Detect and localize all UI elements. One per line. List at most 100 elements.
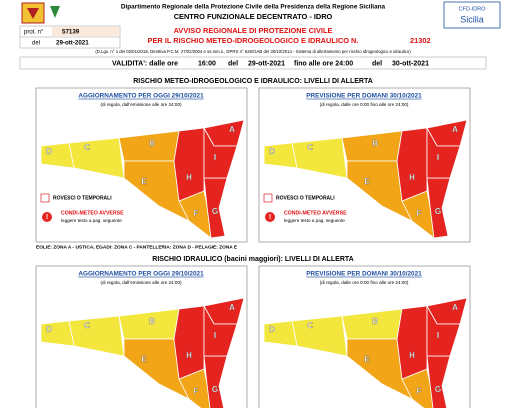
notice-title: AVVISO REGIONALE DI PROTEZIONE CIVILE bbox=[174, 26, 333, 35]
zone-area bbox=[203, 126, 238, 179]
alert-panel: AGGIORNAMENTO PER OGGI 29/10/2021 (di reg… bbox=[35, 87, 248, 243]
panel-title: PREVISIONE PER DOMANI 30/10/2021 bbox=[306, 271, 422, 278]
storm-icon bbox=[40, 193, 50, 203]
sicily-map: A B C D E F G H I bbox=[263, 119, 468, 239]
zone-label: F bbox=[417, 387, 422, 396]
legend-adverse: CONDI-METEO AVVERSE bbox=[61, 210, 124, 216]
validity-to-label: del bbox=[372, 60, 382, 67]
legend-adverse-note: leggere testo a pag. seguente bbox=[284, 218, 345, 223]
logo-region: Sicilia bbox=[460, 14, 484, 24]
zone-label: H bbox=[409, 173, 415, 182]
zone-label: F bbox=[194, 387, 199, 396]
validity-from-label: del bbox=[228, 60, 238, 67]
logo-text: CFD-IDRO bbox=[459, 6, 487, 12]
section-title: RISCHIO IDRAULICO (bacini maggiori): LIV… bbox=[152, 256, 353, 263]
zone-label: G bbox=[212, 207, 218, 216]
adverse-icon bbox=[265, 212, 275, 222]
zone-label: B bbox=[149, 317, 155, 326]
zone-area bbox=[40, 142, 75, 169]
zone-label: E bbox=[141, 177, 147, 186]
zone-label: E bbox=[364, 177, 370, 186]
panel-subtitle: (di regola, dall'emissione alle ore 24:0… bbox=[100, 280, 182, 285]
validity-from-time: 16:00 bbox=[198, 60, 216, 67]
zone-area bbox=[426, 304, 461, 357]
zone-label: G bbox=[435, 385, 441, 394]
alert-panel: PREVISIONE PER DOMANI 30/10/2021 (di rego… bbox=[258, 87, 471, 243]
zone-label: E bbox=[364, 355, 370, 364]
zone-label: A bbox=[229, 303, 235, 312]
zone-area bbox=[40, 320, 75, 347]
zone-label: B bbox=[372, 317, 378, 326]
zone-label: A bbox=[452, 303, 458, 312]
date-label: del bbox=[32, 41, 40, 47]
alert-panel: PREVISIONE PER DOMANI 30/10/2021 (di rego… bbox=[258, 265, 471, 408]
zone-label: C bbox=[84, 143, 90, 152]
zone-label: D bbox=[46, 147, 52, 156]
zone-label: I bbox=[214, 331, 216, 340]
zone-area bbox=[263, 320, 298, 347]
adverse-icon bbox=[42, 212, 52, 222]
storm-icon bbox=[263, 193, 273, 203]
zone-label: H bbox=[409, 351, 415, 360]
zone-label: I bbox=[214, 153, 216, 162]
legend-storms: ROVESCI O TEMPORALI bbox=[53, 195, 112, 201]
zone-label: E bbox=[141, 355, 147, 364]
institution: Dipartimento Regionale della Protezione … bbox=[121, 4, 386, 11]
zone-label: I bbox=[437, 331, 439, 340]
alert-panel: AGGIORNAMENTO PER OGGI 29/10/2021 (di reg… bbox=[35, 265, 248, 408]
validity-to-date: 30-ott-2021 bbox=[392, 60, 429, 67]
islands-note: EOLIE: ZONA A - USTICA, EGADI: ZONA C - … bbox=[36, 244, 238, 250]
cfd-logo: CFD-IDRO Sicilia bbox=[443, 1, 501, 29]
zone-label: D bbox=[269, 325, 275, 334]
zone-area bbox=[263, 142, 298, 169]
protocol-date: 29-ott-2021 bbox=[56, 40, 89, 47]
notice-subtitle: PER IL RISCHIO METEO-IDROGEOLOGICO E IDR… bbox=[148, 36, 359, 45]
zone-label: D bbox=[46, 325, 52, 334]
sicily-map: A B C D E F G H I bbox=[40, 119, 245, 239]
zone-label: F bbox=[194, 209, 199, 218]
zone-label: C bbox=[307, 143, 313, 152]
zone-label: B bbox=[149, 139, 155, 148]
region-logo bbox=[21, 2, 60, 24]
zone-label: A bbox=[452, 125, 458, 134]
zone-area bbox=[396, 305, 428, 380]
zone-label: G bbox=[435, 207, 441, 216]
zone-label: C bbox=[84, 321, 90, 330]
panel-title: PREVISIONE PER DOMANI 30/10/2021 bbox=[306, 93, 422, 100]
protocol-label: prot. n° bbox=[24, 30, 44, 36]
zone-label: G bbox=[212, 385, 218, 394]
panel-subtitle: (di regola, dalle ore 0:00 fino alle ore… bbox=[320, 280, 409, 285]
zone-label: D bbox=[269, 147, 275, 156]
validity-from-date: 29-ott-2021 bbox=[248, 60, 285, 67]
section-title: RISCHIO METEO-IDROGEOLOGICO E IDRAULICO:… bbox=[133, 78, 373, 85]
notice-number: 21302 bbox=[410, 36, 431, 45]
zone-area bbox=[426, 126, 461, 179]
zone-area bbox=[173, 305, 205, 380]
legend-adverse-note: leggere testo a pag. seguente bbox=[61, 218, 122, 223]
validity-box bbox=[19, 56, 487, 70]
validity-until: fino alle ore 24:00 bbox=[294, 60, 353, 67]
legend-storms: ROVESCI O TEMPORALI bbox=[276, 195, 335, 201]
zone-label: B bbox=[372, 139, 378, 148]
zone-label: I bbox=[437, 153, 439, 162]
panel-title: AGGIORNAMENTO PER OGGI 29/10/2021 bbox=[78, 93, 204, 100]
zone-area bbox=[173, 127, 205, 202]
legend-adverse: CONDI-METEO AVVERSE bbox=[284, 210, 347, 216]
zone-area bbox=[396, 127, 428, 202]
zone-label: C bbox=[307, 321, 313, 330]
centre: CENTRO FUNZIONALE DECENTRATO - IDRO bbox=[174, 12, 333, 21]
zone-label: A bbox=[229, 125, 235, 134]
panel-subtitle: (di regola, dall'emissione alle ore 24:0… bbox=[100, 102, 182, 107]
panel-subtitle: (di regola, dalle ore 0:00 fino alle ore… bbox=[320, 102, 409, 107]
sicily-map: A B C D E F G H I bbox=[263, 297, 468, 408]
adverse-mark: ! bbox=[269, 214, 271, 221]
zone-label: H bbox=[186, 173, 192, 182]
zone-area bbox=[203, 304, 238, 357]
panel-title: AGGIORNAMENTO PER OGGI 29/10/2021 bbox=[78, 271, 204, 278]
sicily-map: A B C D E F G H I bbox=[40, 297, 245, 408]
zone-label: F bbox=[417, 209, 422, 218]
zone-label: H bbox=[186, 351, 192, 360]
protocol-box: prot. n° 57139 del 29-ott-2021 bbox=[19, 25, 121, 49]
